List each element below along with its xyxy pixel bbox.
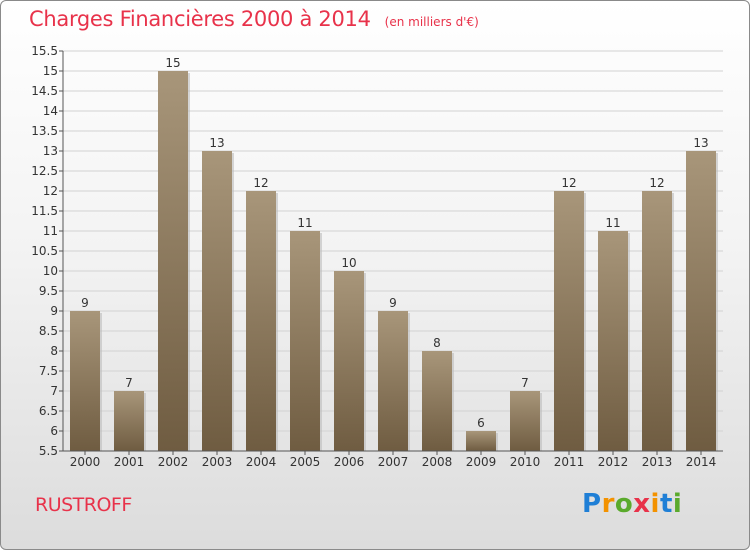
- y-tick-label: 6: [50, 424, 58, 438]
- x-tick-label: 2000: [70, 455, 101, 469]
- bar: [510, 391, 540, 451]
- proxiti-logo[interactable]: Proxiti: [582, 489, 683, 519]
- bar: [378, 311, 408, 451]
- y-tick-label: 13.5: [31, 124, 58, 138]
- x-tick-label: 2011: [554, 455, 585, 469]
- y-tick-label: 12: [43, 184, 58, 198]
- x-tick-label: 2012: [598, 455, 629, 469]
- data-label: 12: [253, 176, 268, 190]
- y-tick-label: 12.5: [31, 164, 58, 178]
- data-label: 15: [165, 56, 180, 70]
- bar: [334, 271, 364, 451]
- y-tick-label: 5.5: [39, 444, 58, 458]
- x-tick-label: 2013: [642, 455, 673, 469]
- bar: [642, 191, 672, 451]
- data-label: 9: [81, 296, 89, 310]
- y-tick-label: 7.5: [39, 364, 58, 378]
- x-tick-label: 2010: [510, 455, 541, 469]
- data-label: 11: [605, 216, 620, 230]
- bar: [70, 311, 100, 451]
- y-tick-label: 15.5: [31, 44, 58, 58]
- bar: [158, 71, 188, 451]
- y-tick-label: 15: [43, 64, 58, 78]
- x-tick-label: 2009: [466, 455, 497, 469]
- chart-title-text: Charges Financières 2000 à 2014: [29, 7, 371, 31]
- x-tick-label: 2004: [246, 455, 277, 469]
- bars: 9 7 15 13 12 11 10 9 8 6 7 12 11 12 13: [70, 56, 718, 451]
- bar: [466, 431, 496, 451]
- y-tick-label: 14.5: [31, 84, 58, 98]
- data-label: 10: [341, 256, 356, 270]
- bar: [114, 391, 144, 451]
- y-tick-label: 8.5: [39, 324, 58, 338]
- commune-name: RUSTROFF: [35, 494, 132, 516]
- chart-title: Charges Financières 2000 à 2014 (en milli…: [29, 7, 479, 31]
- chart-subtitle: (en milliers d'€): [384, 15, 479, 29]
- data-label: 8: [433, 336, 441, 350]
- data-label: 6: [477, 416, 485, 430]
- y-tick-label: 10: [43, 264, 58, 278]
- bar: [686, 151, 716, 451]
- y-tick-label: 10.5: [31, 244, 58, 258]
- bar: [422, 351, 452, 451]
- y-tick-label: 9.5: [39, 284, 58, 298]
- x-tick-label: 2006: [334, 455, 365, 469]
- x-tick-label: 2007: [378, 455, 409, 469]
- x-tick-label: 2003: [202, 455, 233, 469]
- y-tick-label: 6.5: [39, 404, 58, 418]
- x-axis: 2000 2001 2002 2003 2004 2005 2006 2007 2008 2009…: [63, 450, 723, 469]
- data-label: 13: [209, 136, 224, 150]
- y-tick-label: 14: [43, 104, 58, 118]
- y-tick-label: 11.5: [31, 204, 58, 218]
- y-tick-label: 8: [50, 344, 58, 358]
- y-tick-label: 11: [43, 224, 58, 238]
- data-label: 12: [561, 176, 576, 190]
- y-axis: 5.5 6 6.5 7 7.5 8 8.5 9 9.5 10 10.5 11 11.5 12 12.5 13 1…: [31, 44, 64, 458]
- bar: [202, 151, 232, 451]
- bar: [246, 191, 276, 451]
- bar: [290, 231, 320, 451]
- data-label: 7: [125, 376, 133, 390]
- y-tick-label: 7: [50, 384, 58, 398]
- data-label: 7: [521, 376, 529, 390]
- bar: [598, 231, 628, 451]
- x-tick-label: 2001: [114, 455, 145, 469]
- y-tick-label: 13: [43, 144, 58, 158]
- x-tick-label: 2002: [158, 455, 189, 469]
- data-label: 11: [297, 216, 312, 230]
- bar: [554, 191, 584, 451]
- x-tick-label: 2005: [290, 455, 321, 469]
- y-tick-label: 9: [50, 304, 58, 318]
- data-label: 13: [693, 136, 708, 150]
- data-label: 9: [389, 296, 397, 310]
- x-tick-label: 2014: [686, 455, 717, 469]
- x-tick-label: 2008: [422, 455, 453, 469]
- data-label: 12: [649, 176, 664, 190]
